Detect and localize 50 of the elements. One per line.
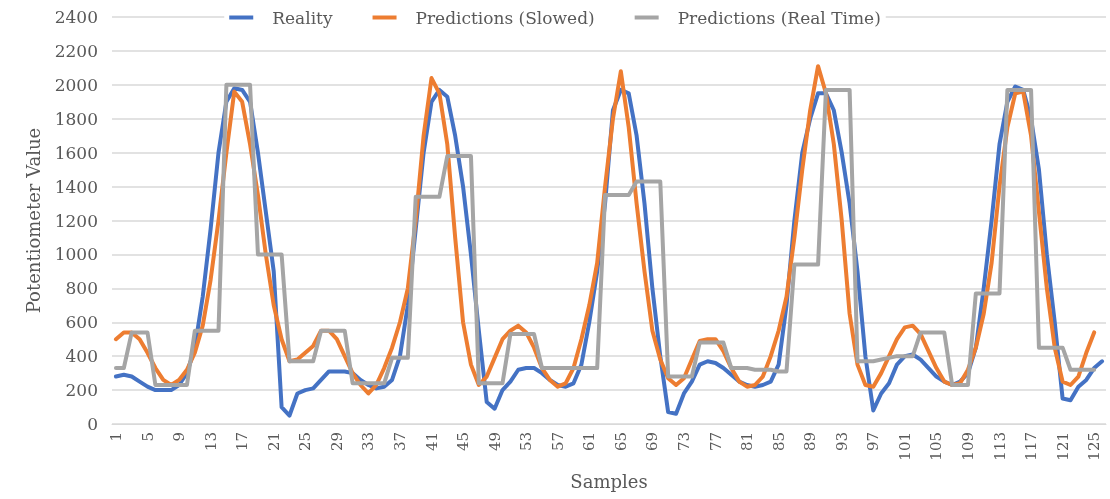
x-tick-label: 65 bbox=[611, 432, 630, 452]
x-tick-label: 21 bbox=[264, 432, 283, 452]
x-tick-label: 29 bbox=[327, 432, 346, 452]
x-tick-label: 5 bbox=[138, 432, 157, 442]
x-tick-label: 25 bbox=[296, 432, 315, 452]
legend-label: Predictions (Slowed) bbox=[415, 7, 595, 28]
x-tick-label: 101 bbox=[895, 432, 914, 461]
legend-label: Predictions (Real Time) bbox=[677, 7, 881, 28]
x-tick-label: 1 bbox=[106, 432, 125, 442]
x-tick-label: 73 bbox=[674, 432, 693, 452]
x-tick-label: 105 bbox=[927, 432, 946, 461]
x-tick-label: 117 bbox=[1022, 432, 1041, 461]
y-tick-label: 1000 bbox=[54, 244, 98, 265]
y-tick-label: 200 bbox=[65, 380, 98, 401]
x-tick-label: 109 bbox=[958, 432, 977, 461]
x-tick-label: 41 bbox=[422, 432, 441, 452]
y-tick-label: 1600 bbox=[54, 142, 98, 163]
x-tick-label: 9 bbox=[170, 432, 189, 442]
y-tick-label: 1200 bbox=[54, 210, 98, 231]
y-tick-label: 1800 bbox=[54, 108, 98, 129]
x-tick-label: 49 bbox=[485, 432, 504, 452]
x-tick-label: 77 bbox=[706, 432, 725, 452]
y-tick-label: 1400 bbox=[54, 176, 98, 197]
x-tick-label: 85 bbox=[769, 432, 788, 452]
x-tick-label: 57 bbox=[548, 432, 567, 452]
x-tick-label: 93 bbox=[832, 432, 851, 452]
x-axis-title: Samples bbox=[570, 470, 648, 492]
y-tick-label: 0 bbox=[87, 414, 98, 434]
y-tick-label: 400 bbox=[65, 346, 98, 367]
y-tick-label: 800 bbox=[65, 278, 98, 299]
x-tick-label: 17 bbox=[233, 432, 252, 452]
x-tick-label: 121 bbox=[1053, 432, 1072, 461]
y-tick-label: 2200 bbox=[54, 40, 98, 61]
x-tick-label: 53 bbox=[517, 432, 536, 452]
x-tick-label: 37 bbox=[390, 432, 409, 452]
y-tick-label: 2400 bbox=[54, 7, 98, 27]
y-tick-label: 600 bbox=[65, 312, 98, 333]
x-tick-label: 45 bbox=[454, 432, 473, 452]
x-tick-label: 125 bbox=[1085, 432, 1104, 461]
x-tick-label: 89 bbox=[801, 432, 820, 452]
x-tick-label: 13 bbox=[201, 432, 220, 452]
x-tick-label: 33 bbox=[359, 432, 378, 452]
legend-label: Reality bbox=[272, 7, 333, 28]
x-tick-label: 69 bbox=[643, 432, 662, 452]
x-tick-label: 61 bbox=[580, 432, 599, 452]
x-tick-label: 97 bbox=[864, 432, 883, 452]
x-tick-label: 81 bbox=[738, 432, 757, 452]
y-axis-title: Potentiometer Value bbox=[22, 127, 44, 314]
x-tick-label: 113 bbox=[990, 432, 1009, 461]
y-tick-label: 2000 bbox=[54, 74, 98, 95]
